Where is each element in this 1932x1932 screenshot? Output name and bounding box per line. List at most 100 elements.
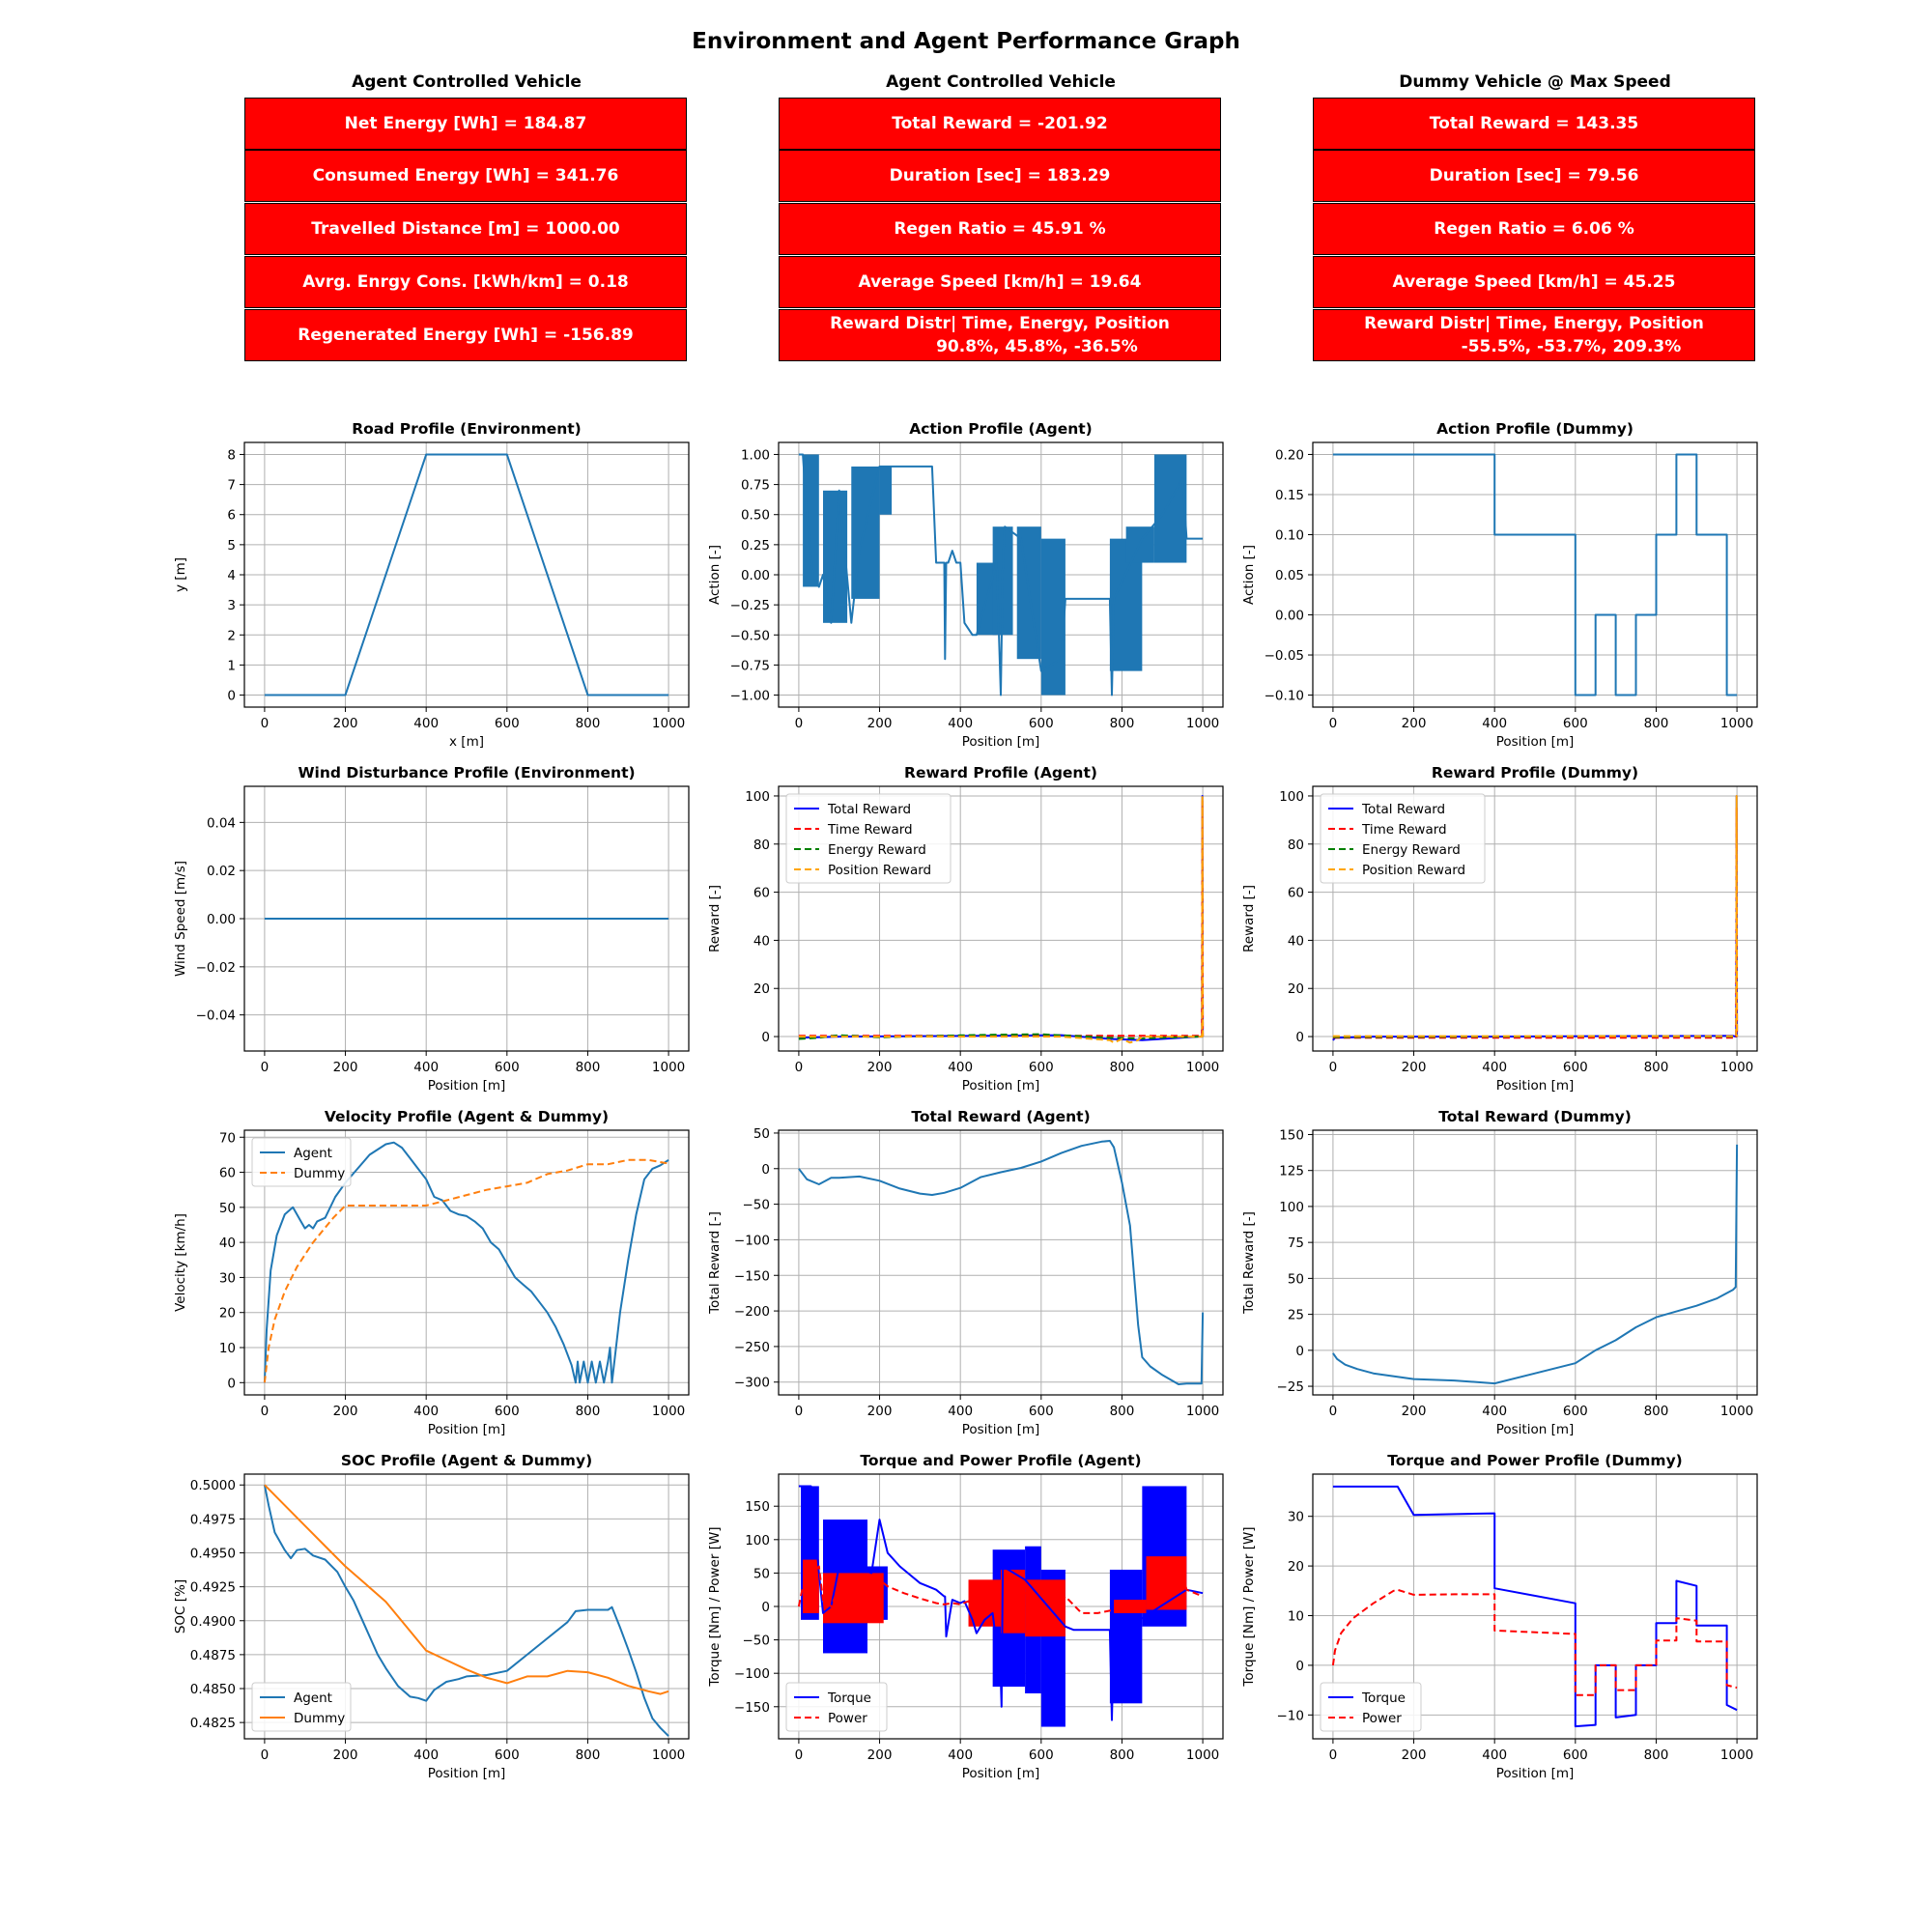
oscillation-band (1146, 1556, 1187, 1610)
chart-title: Total Reward (Dummy) (1438, 1108, 1632, 1125)
y-tick-label: −50 (743, 1198, 771, 1213)
chart-panel: Action Profile (Agent) 0 200 400 600 800 1000 −… (707, 420, 1224, 750)
chart-data-group (1332, 1144, 1739, 1385)
x-tick-label: 800 (576, 1404, 601, 1419)
y-tick-label: −150 (734, 1268, 770, 1284)
x-tick-label: 400 (1482, 1404, 1507, 1419)
legend-label: Time Reward (827, 822, 913, 838)
x-axis-label: Position [m] (428, 1766, 506, 1781)
x-tick-label: 0 (795, 1060, 804, 1075)
table-cell: Travelled Distance [m] = 1000.00 (244, 203, 687, 255)
x-tick-label: 800 (1110, 1404, 1135, 1419)
chart-title: Road Profile (Environment) (352, 420, 582, 438)
x-tick-label: 0 (795, 716, 804, 731)
y-tick-label: 4 (227, 568, 236, 583)
y-axis-label: Torque [Nm] / Power [W] (707, 1526, 723, 1687)
x-tick-label: 200 (333, 716, 358, 731)
y-tick-label: 100 (1279, 789, 1304, 805)
y-tick-label: 10 (219, 1341, 236, 1356)
oscillation-band (803, 454, 819, 587)
x-tick-label: 200 (867, 1060, 893, 1075)
x-tick-label: 1000 (652, 1747, 685, 1763)
chart-title: Torque and Power Profile (Agent) (860, 1452, 1141, 1469)
series-line-torque (1332, 1485, 1738, 1728)
legend-label: Total Reward (827, 802, 911, 817)
x-tick-label: 1000 (1186, 1060, 1219, 1075)
y-tick-label: −200 (734, 1304, 770, 1320)
axes-frame (243, 1473, 690, 1740)
x-tick-label: 1000 (1720, 1060, 1753, 1075)
y-tick-label: 20 (219, 1306, 236, 1321)
y-tick-label: 25 (1288, 1308, 1304, 1323)
table-title: Agent Controlled Vehicle (352, 72, 582, 92)
y-tick-label: 0.75 (741, 478, 770, 494)
chart-data-group (1331, 1485, 1738, 1728)
x-axis-label: Position [m] (962, 734, 1040, 750)
y-tick-label: 6 (227, 508, 236, 524)
chart-panel: Velocity Profile (Agent & Dummy)0 200 400 6… (173, 1108, 690, 1437)
x-tick-label: 400 (413, 1404, 439, 1419)
x-tick-label: 1000 (652, 1404, 685, 1419)
legend-label: Energy Reward (828, 842, 926, 858)
legend-label: Torque (1361, 1690, 1406, 1706)
axes-frame (778, 1473, 1224, 1740)
y-tick-label: 0.5000 (190, 1478, 236, 1493)
table-cell: Average Speed [km/h] = 19.64 (779, 256, 1221, 308)
x-axis-label: Position [m] (1496, 1422, 1575, 1437)
x-tick-label: 800 (1110, 1747, 1135, 1763)
x-tick-label: 200 (333, 1060, 358, 1075)
chart-panel: Action Profile (Dummy) 0 200 400 600 800 1000 −… (1241, 420, 1758, 750)
y-tick-label: 30 (1288, 1510, 1304, 1525)
chart-title: Reward Profile (Dummy) (1432, 764, 1638, 781)
series-line (1332, 1144, 1739, 1385)
table-cell: Regenerated Energy [Wh] = -156.89 (244, 309, 687, 361)
y-axis-label: Total Reward [-] (1241, 1211, 1257, 1315)
y-tick-label: −0.02 (196, 960, 236, 976)
legend-label: Position Reward (828, 863, 931, 878)
x-tick-label: 800 (1644, 1060, 1669, 1075)
x-tick-label: 200 (867, 716, 893, 731)
y-tick-label: 100 (745, 1533, 770, 1548)
chart-panel: Total Reward (Agent) 0 200 400 600 800 1000 −30… (707, 1108, 1224, 1437)
series-line-dummy (263, 1158, 669, 1383)
x-tick-label: 800 (576, 1747, 601, 1763)
x-tick-label: 600 (495, 1060, 520, 1075)
chart-data-group (264, 453, 669, 696)
x-tick-label: 400 (948, 1747, 973, 1763)
axes-frame (778, 441, 1224, 708)
series-line-position-reward (1332, 795, 1739, 1037)
chart-panel: SOC Profile (Agent & Dummy) 0 200 400 600 800… (173, 1452, 690, 1781)
x-tick-label: 1000 (1186, 716, 1219, 731)
x-tick-label: 600 (495, 716, 520, 731)
chart-panel: Torque and Power Profile (Agent) 0 200 400 6… (707, 1452, 1224, 1781)
y-tick-label: 40 (1288, 933, 1304, 949)
y-tick-label: −10 (1277, 1708, 1305, 1723)
legend-box (785, 793, 952, 884)
x-axis-label: Position [m] (962, 1422, 1040, 1437)
chart-title: SOC Profile (Agent & Dummy) (341, 1452, 592, 1469)
y-tick-label: 2 (227, 628, 236, 643)
y-tick-label: 0.25 (741, 538, 770, 554)
x-tick-label: 400 (948, 1060, 973, 1075)
chart-panel: Torque and Power Profile (Dummy)0 200 400 6… (1241, 1452, 1758, 1781)
oscillation-band (879, 466, 893, 515)
y-tick-label: −300 (734, 1376, 770, 1391)
y-tick-label: 0 (227, 1376, 236, 1391)
table-cell: Total Reward = 143.35 (1313, 98, 1755, 150)
x-axis-label: Position [m] (428, 1078, 506, 1094)
x-tick-label: 800 (576, 1060, 601, 1075)
x-axis-label: x [m] (449, 734, 484, 750)
series-line (798, 1140, 1205, 1385)
table-cell: Avrg. Enrgy Cons. [kWh/km] = 0.18 (244, 256, 687, 308)
y-tick-label: −25 (1277, 1379, 1305, 1395)
oscillation-band (1040, 538, 1065, 696)
y-tick-label: 0.10 (1275, 527, 1304, 543)
y-tick-label: −0.05 (1264, 648, 1304, 664)
x-tick-label: 0 (795, 1404, 804, 1419)
y-tick-label: 0.00 (1275, 609, 1304, 624)
series-line-agent (263, 1485, 669, 1737)
x-tick-label: 0 (261, 1404, 270, 1419)
legend-box (785, 1682, 888, 1732)
oscillation-band (1109, 1569, 1143, 1704)
y-axis-label: Total Reward [-] (707, 1211, 723, 1315)
